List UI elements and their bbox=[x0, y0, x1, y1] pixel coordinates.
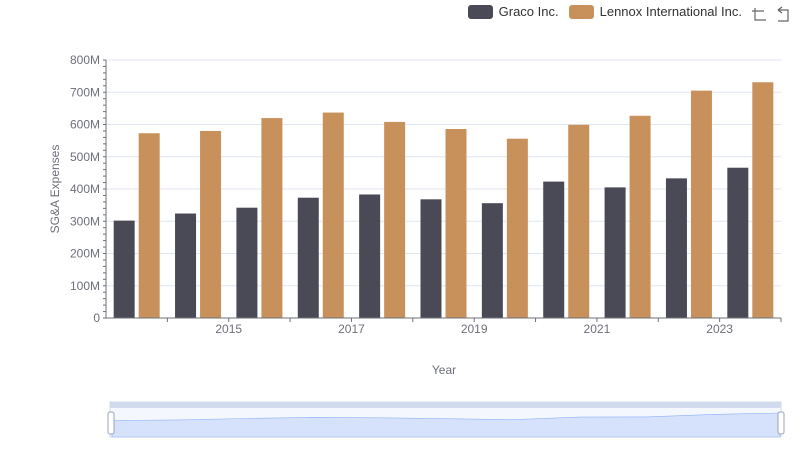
bar-lennox bbox=[200, 130, 222, 318]
y-tick-label: 800M bbox=[70, 53, 100, 67]
bar-graco bbox=[727, 167, 749, 318]
restore-icon[interactable] bbox=[774, 6, 792, 24]
bar-graco bbox=[359, 194, 381, 318]
legend: Graco Inc. Lennox International Inc. bbox=[467, 4, 742, 19]
legend-item-lennox[interactable]: Lennox International Inc. bbox=[568, 4, 742, 19]
bar-graco bbox=[665, 178, 687, 318]
legend-label-graco: Graco Inc. bbox=[498, 4, 559, 19]
bar-graco bbox=[604, 187, 626, 318]
y-tick-label: 0 bbox=[93, 311, 100, 325]
bar-lennox bbox=[506, 138, 528, 318]
slider-top-bar bbox=[110, 402, 781, 408]
chart-toolbar bbox=[750, 6, 792, 24]
bar-graco bbox=[236, 207, 258, 318]
bar-graco bbox=[113, 220, 135, 318]
y-tick-label: 600M bbox=[70, 118, 100, 132]
bars bbox=[113, 82, 774, 318]
y-tick-label: 100M bbox=[70, 279, 100, 293]
bar-graco bbox=[543, 181, 565, 318]
x-tick-label: 2023 bbox=[706, 322, 733, 336]
data-zoom-slider[interactable] bbox=[107, 401, 785, 438]
bar-graco bbox=[481, 203, 503, 318]
bar-lennox bbox=[384, 121, 406, 318]
bar-lennox bbox=[261, 118, 283, 318]
y-tick-label: 400M bbox=[70, 182, 100, 196]
legend-swatch-graco bbox=[467, 4, 493, 19]
y-tick-label: 200M bbox=[70, 247, 100, 261]
slider-right-handle[interactable] bbox=[777, 411, 785, 435]
bar-graco bbox=[420, 199, 442, 318]
zoom-icon[interactable] bbox=[750, 6, 768, 24]
bar-lennox bbox=[568, 124, 590, 318]
y-axis-label: SG&A Expenses bbox=[48, 145, 62, 234]
bar-graco bbox=[175, 213, 197, 318]
y-tick-label: 300M bbox=[70, 214, 100, 228]
x-tick-label: 2019 bbox=[461, 322, 488, 336]
bar-lennox bbox=[445, 129, 467, 318]
bar-lennox bbox=[322, 112, 344, 318]
legend-label-lennox: Lennox International Inc. bbox=[599, 4, 742, 19]
legend-item-graco[interactable]: Graco Inc. bbox=[467, 4, 559, 19]
bar-lennox bbox=[752, 82, 774, 318]
x-tick-label: 2021 bbox=[584, 322, 611, 336]
y-axis-ticks: 0 100M 200M 300M 400M 500M 600M 700M 800M bbox=[70, 53, 106, 325]
legend-swatch-lennox bbox=[568, 4, 594, 19]
bar-lennox bbox=[138, 133, 160, 318]
bar-lennox bbox=[629, 115, 651, 318]
bar-graco bbox=[297, 197, 319, 318]
x-tick-label: 2015 bbox=[215, 322, 242, 336]
x-axis-ticks: 2015 2017 2019 2021 2023 bbox=[166, 318, 782, 336]
x-tick-label: 2017 bbox=[338, 322, 365, 336]
slider-left-handle[interactable] bbox=[107, 411, 115, 435]
y-tick-label: 700M bbox=[70, 85, 100, 99]
slider-preview-area bbox=[111, 412, 781, 438]
bar-lennox bbox=[690, 90, 712, 318]
x-axis-label: Year bbox=[432, 363, 456, 377]
y-tick-label: 500M bbox=[70, 150, 100, 164]
